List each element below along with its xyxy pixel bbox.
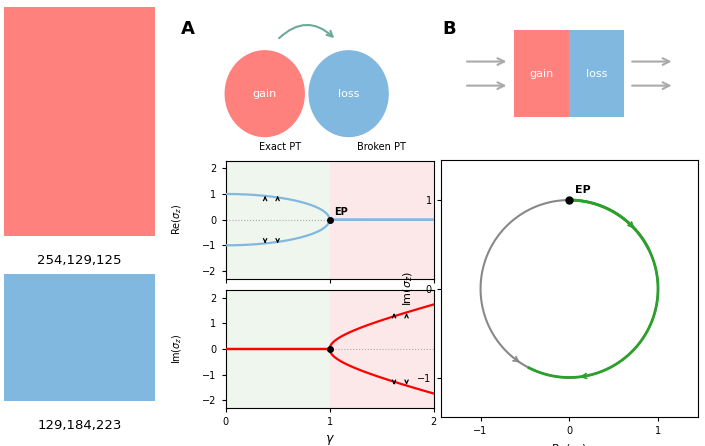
Text: 254,129,125: 254,129,125 bbox=[37, 254, 121, 268]
Text: EP: EP bbox=[575, 185, 590, 195]
Text: gain: gain bbox=[529, 69, 554, 78]
Text: Exact PT: Exact PT bbox=[259, 142, 301, 152]
Text: A: A bbox=[181, 20, 195, 38]
Text: EP: EP bbox=[333, 206, 348, 217]
Circle shape bbox=[226, 51, 305, 136]
Text: B: B bbox=[442, 20, 455, 38]
Y-axis label: Im($\sigma_z$): Im($\sigma_z$) bbox=[171, 334, 184, 364]
Bar bbox=[226, 161, 330, 279]
Bar bbox=[330, 290, 434, 408]
Text: loss: loss bbox=[338, 89, 360, 99]
Bar bbox=[514, 30, 570, 117]
X-axis label: Re($\sigma_z$): Re($\sigma_z$) bbox=[551, 442, 587, 446]
Bar bbox=[570, 30, 625, 117]
Bar bbox=[226, 290, 330, 408]
Text: gain: gain bbox=[252, 89, 277, 99]
Circle shape bbox=[309, 51, 388, 136]
Y-axis label: Re($\sigma_z$): Re($\sigma_z$) bbox=[171, 204, 184, 235]
Text: Broken PT: Broken PT bbox=[357, 142, 406, 152]
Text: loss: loss bbox=[586, 69, 608, 78]
Text: 129,184,223: 129,184,223 bbox=[37, 419, 121, 433]
Bar bbox=[330, 161, 434, 279]
Y-axis label: Im($\sigma_z$): Im($\sigma_z$) bbox=[401, 271, 415, 306]
X-axis label: $\gamma$: $\gamma$ bbox=[324, 433, 335, 446]
